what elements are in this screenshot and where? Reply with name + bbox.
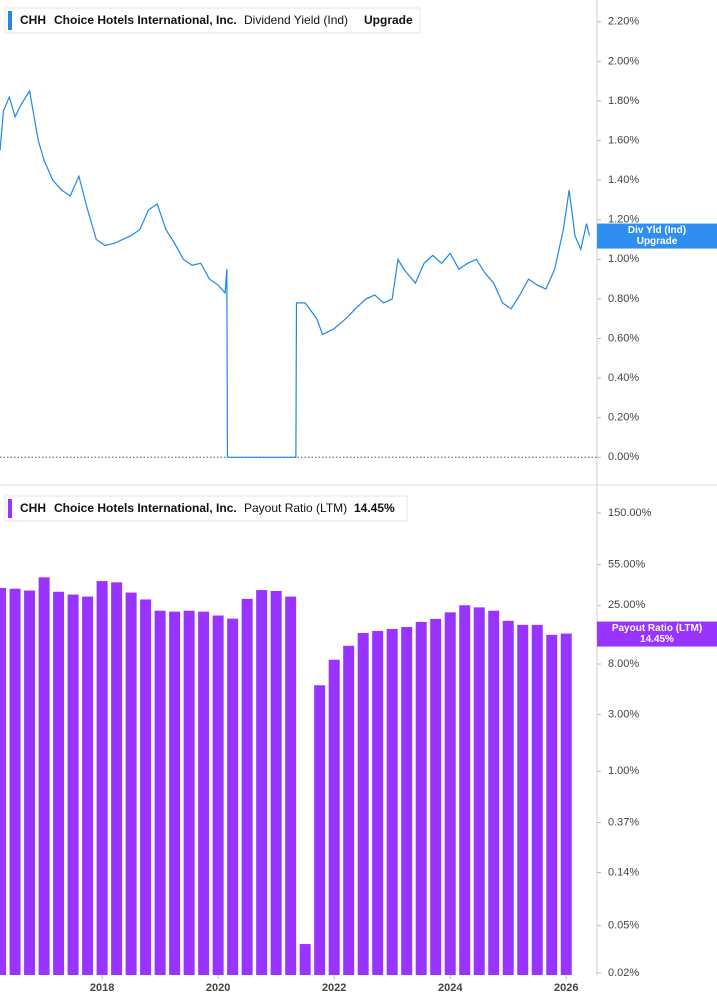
bar [459, 605, 471, 975]
bar [169, 611, 181, 975]
x-tick-label: 2018 [90, 982, 114, 994]
bar [125, 592, 137, 975]
bar [343, 645, 355, 975]
bar [154, 610, 166, 975]
status: Upgrade [364, 13, 413, 27]
bar [401, 627, 413, 975]
bar [531, 624, 543, 975]
current-badge: Payout Ratio (LTM)14.45% [597, 621, 717, 647]
y-tick-label: 0.37% [608, 816, 639, 828]
y-tick-label: 0.40% [608, 372, 639, 384]
current-value: 14.45% [354, 501, 395, 515]
bar [0, 587, 7, 975]
legend-swatch [8, 499, 12, 518]
y-tick-label: 1.60% [608, 134, 639, 146]
y-tick-label: 25.00% [608, 599, 646, 611]
series-line [0, 89, 591, 458]
bar [270, 590, 282, 975]
bar [212, 615, 224, 975]
legend-swatch [8, 11, 12, 30]
legend-box [4, 7, 421, 34]
bar [444, 612, 456, 975]
bar [314, 685, 326, 975]
ticker: CHH [20, 501, 46, 515]
x-tick-label: 2024 [438, 982, 463, 994]
bar [488, 610, 500, 975]
bar [82, 596, 94, 975]
y-tick-label: 2.00% [608, 55, 639, 67]
company: Choice Hotels International, Inc. [54, 501, 237, 515]
bar [53, 591, 65, 975]
y-tick-label: 0.14% [608, 866, 639, 878]
current-badge: Div Yld (Ind)Upgrade [597, 223, 717, 249]
x-tick-label: 2022 [322, 982, 346, 994]
y-tick-label: 0.80% [608, 293, 639, 305]
bar [517, 624, 529, 975]
bar [415, 621, 427, 975]
y-tick-label: 1.00% [608, 765, 639, 777]
bar [111, 582, 123, 975]
y-tick-label: 8.00% [608, 658, 639, 670]
y-tick-label: 1.00% [608, 253, 639, 265]
company: Choice Hotels International, Inc. [54, 13, 237, 27]
bar [256, 590, 268, 975]
metric: Payout Ratio (LTM) [244, 501, 347, 515]
bar [430, 618, 442, 975]
bar [198, 611, 210, 975]
bar [372, 630, 384, 975]
bar [299, 944, 311, 975]
y-tick-label: 0.05% [608, 920, 639, 932]
bar [38, 577, 50, 975]
ticker: CHH [20, 13, 46, 27]
badge-value: 14.45% [640, 634, 674, 645]
bar [9, 588, 21, 975]
y-tick-label: 0.20% [608, 412, 639, 424]
y-tick-label: 55.00% [608, 559, 646, 571]
y-tick-label: 3.00% [608, 708, 639, 720]
y-tick-label: 0.00% [608, 451, 639, 463]
y-tick-label: 1.20% [608, 214, 639, 226]
y-tick-label: 1.40% [608, 174, 639, 186]
bar [183, 610, 195, 975]
bar [227, 618, 239, 975]
badge-status: Upgrade [637, 236, 678, 247]
bar [502, 620, 514, 975]
y-tick-label: 1.80% [608, 95, 639, 107]
y-tick-label: 150.00% [608, 507, 652, 519]
legend-bottom: CHH Choice Hotels International, Inc. Pa… [4, 495, 408, 522]
x-tick-label: 2026 [554, 982, 578, 994]
badge-bg [597, 621, 717, 647]
bar [357, 633, 369, 975]
legend-top: CHH Choice Hotels International, Inc. Di… [4, 7, 421, 34]
bar [285, 596, 297, 975]
badge-label: Div Yld (Ind) [628, 225, 686, 236]
bar [546, 634, 558, 975]
x-tick-label: 2020 [206, 982, 230, 994]
bar [328, 659, 340, 975]
y-tick-label: 2.20% [608, 16, 639, 28]
legend-box [4, 495, 408, 522]
bar [140, 599, 152, 975]
bar [560, 633, 572, 975]
metric: Dividend Yield (Ind) [244, 13, 348, 27]
y-tick-label: 0.02% [608, 967, 639, 979]
bar [241, 598, 253, 975]
y-tick-label: 0.60% [608, 332, 639, 344]
badge-bg [597, 223, 717, 249]
badge-label: Payout Ratio (LTM) [612, 623, 702, 634]
bar [96, 581, 108, 975]
bar [473, 607, 485, 975]
bar [386, 628, 398, 975]
bar [24, 590, 36, 975]
bar [67, 594, 79, 975]
